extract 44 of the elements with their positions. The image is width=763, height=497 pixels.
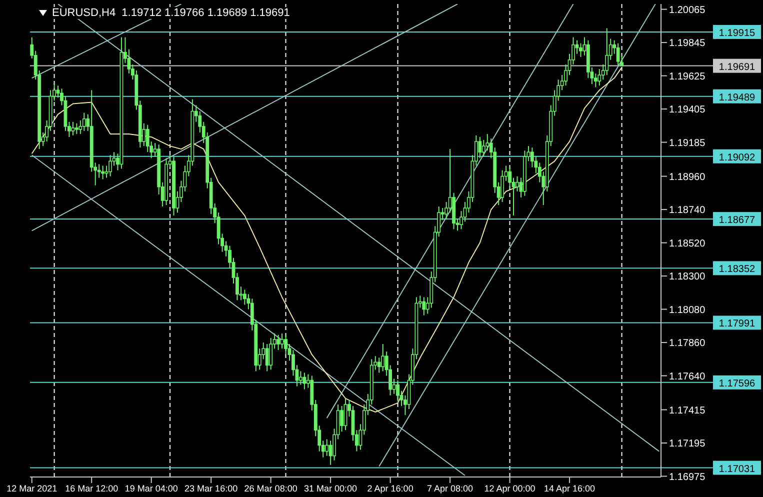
- x-tick-label: 2 Apr 16:00: [367, 483, 414, 494]
- candlestick: [302, 372, 306, 390]
- x-tick-label: 26 Mar 08:00: [244, 483, 298, 494]
- candlestick: [508, 166, 512, 189]
- candlestick: [108, 154, 112, 177]
- x-tick-label: 14 Apr 16:00: [544, 483, 596, 494]
- ref-line-label: 1.17991: [718, 318, 756, 330]
- candlestick: [298, 370, 302, 386]
- candlestick: [172, 156, 176, 216]
- x-tick-label: 23 Mar 16:00: [184, 483, 238, 494]
- ref-line-label: 1.18677: [718, 215, 756, 226]
- ref-line-label: 1.19915: [718, 28, 756, 39]
- x-tick-label: 19 Mar 04:00: [124, 483, 178, 494]
- y-tick-label: 1.18520: [669, 238, 706, 250]
- ref-line-label: 1.17596: [718, 378, 756, 390]
- x-tick-label: 31 Mar 00:00: [304, 483, 358, 494]
- y-tick-label: 1.18080: [669, 304, 706, 316]
- y-tick-label: 1.18300: [669, 272, 706, 283]
- ref-line-label: 1.17031: [718, 464, 756, 475]
- y-tick-label: 1.20065: [669, 4, 706, 16]
- x-tick-label: 16 Mar 12:00: [65, 483, 118, 494]
- y-tick-label: 1.19185: [669, 138, 706, 149]
- x-tick-label: 12 Mar 2021: [6, 483, 58, 494]
- ref-line-label: 1.19092: [718, 152, 756, 164]
- y-tick-label: 1.19405: [669, 104, 706, 116]
- candlestick: [101, 165, 105, 180]
- x-tick-label: 12 Apr 00:00: [484, 483, 536, 494]
- candlestick: [377, 357, 381, 374]
- ref-line-label: 1.18352: [718, 264, 756, 276]
- candlestick: [422, 296, 426, 316]
- y-tick-label: 1.17640: [669, 371, 706, 382]
- candlestick: [325, 438, 329, 456]
- ref-line-label: 1.19691: [718, 62, 756, 73]
- chart-title: EURUSD,H4 1.19712 1.19766 1.19689 1.19691: [52, 7, 290, 19]
- y-tick-label: 1.17415: [669, 405, 706, 416]
- x-tick-label: 7 Apr 08:00: [427, 483, 474, 494]
- y-tick-label: 1.19845: [669, 38, 706, 50]
- ref-line-label: 1.19489: [718, 92, 756, 104]
- y-tick-label: 1.18740: [669, 205, 706, 216]
- y-tick-label: 1.17860: [669, 338, 706, 350]
- y-tick-label: 1.18960: [669, 172, 706, 183]
- y-tick-label: 1.19625: [669, 71, 706, 82]
- y-tick-label: 1.17195: [669, 438, 706, 450]
- y-tick-label: 1.16975: [669, 472, 706, 483]
